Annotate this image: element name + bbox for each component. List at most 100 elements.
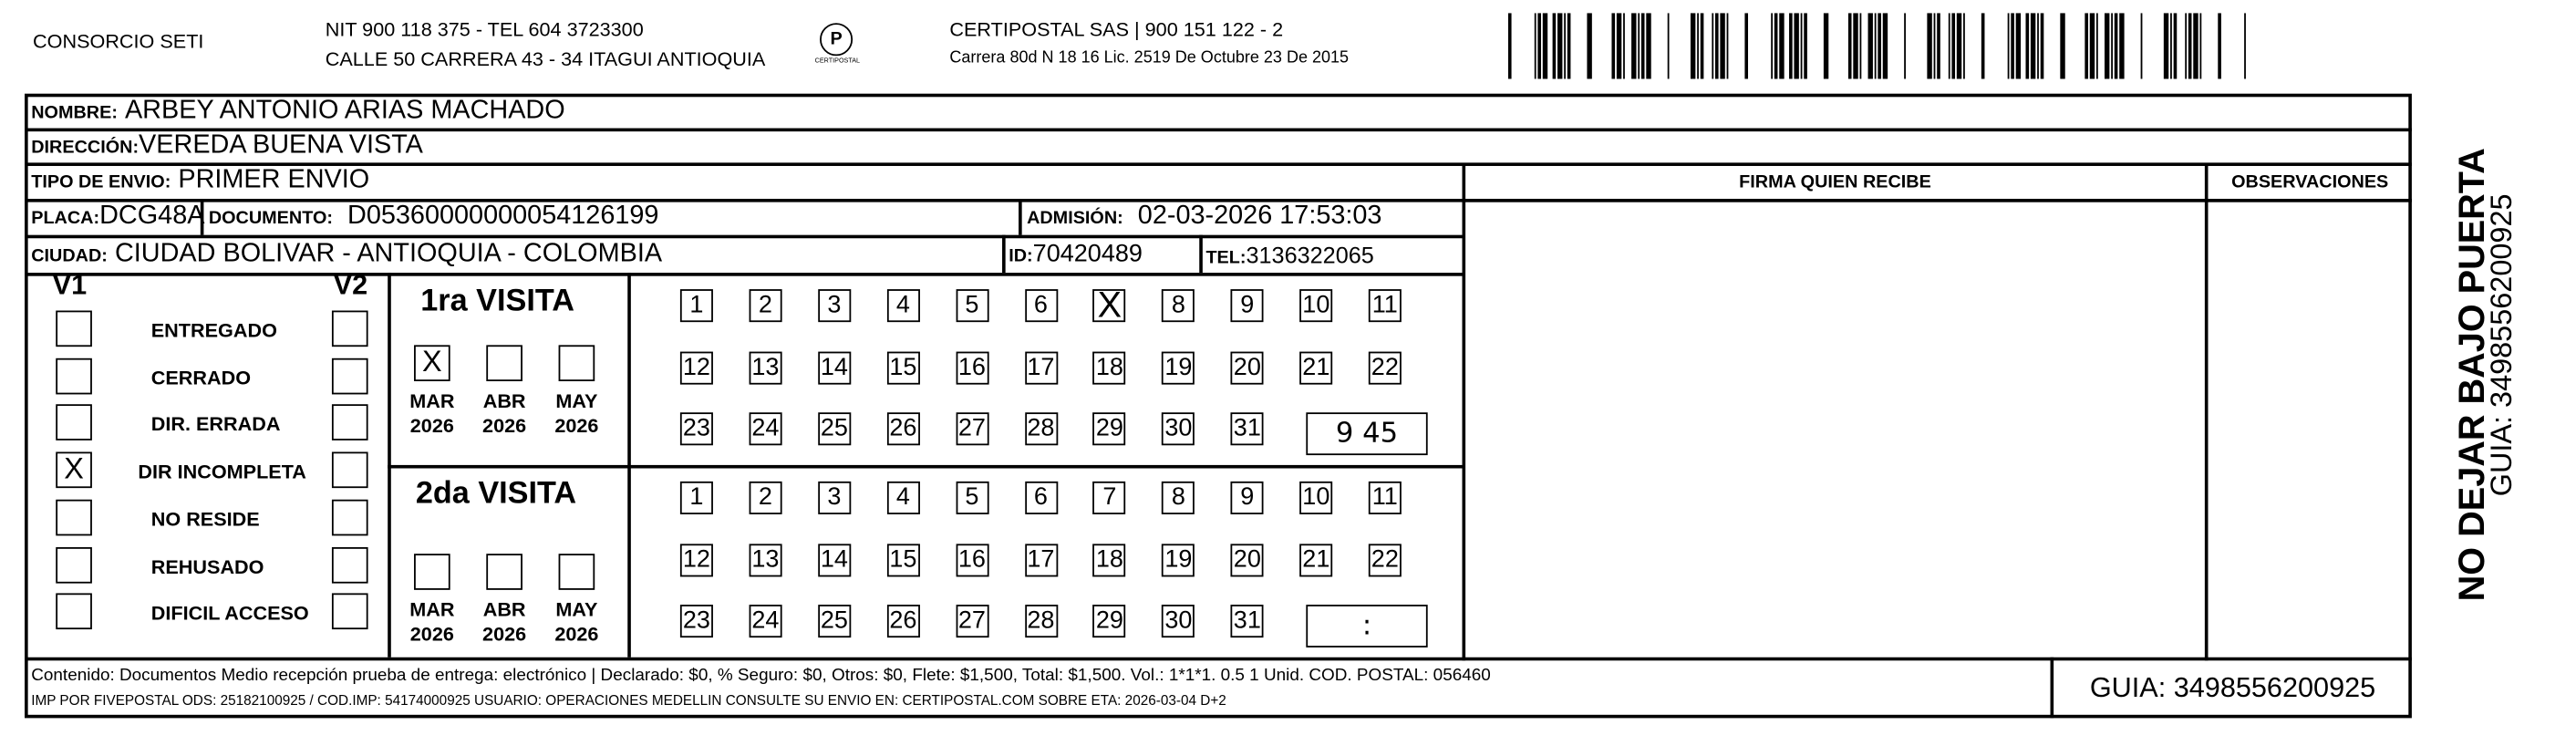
address-line: CALLE 50 CARRERA 43 - 34 ITAGUI ANTIOQUI…	[325, 47, 766, 71]
visit-title: 1ra VISITA	[420, 284, 574, 319]
ciudad-label: CIUDAD:	[31, 246, 108, 266]
day-box[interactable]: 17	[1024, 543, 1058, 576]
time-box[interactable]: :	[1306, 605, 1428, 648]
day-box[interactable]: 2	[749, 481, 782, 514]
day-box[interactable]: 19	[1162, 350, 1195, 384]
day-box[interactable]: 12	[679, 543, 713, 576]
day-box[interactable]: 3	[817, 481, 851, 514]
day-box[interactable]: 14	[817, 350, 851, 384]
day-box[interactable]: 30	[1162, 605, 1195, 638]
day-box[interactable]: 10	[1299, 289, 1333, 323]
tel-value: 3136322065	[1246, 241, 1374, 268]
day-box[interactable]: 13	[749, 350, 782, 384]
day-box[interactable]: 20	[1230, 543, 1264, 576]
day-box[interactable]: 30	[1162, 412, 1195, 446]
day-box[interactable]: 29	[1092, 605, 1126, 638]
year-label: 2026	[482, 414, 527, 438]
month-checkbox[interactable]	[558, 554, 595, 590]
visit-title: 2da VISITA	[415, 476, 577, 512]
day-box[interactable]: 4	[886, 481, 920, 514]
day-box[interactable]: 21	[1299, 350, 1333, 384]
day-box[interactable]: 1	[679, 481, 713, 514]
day-box[interactable]: 15	[886, 543, 920, 576]
v2-checkbox[interactable]	[331, 499, 368, 536]
day-box[interactable]: 26	[886, 412, 920, 446]
day-box[interactable]: 12	[679, 350, 713, 384]
day-box[interactable]: 13	[749, 543, 782, 576]
day-box[interactable]: 8	[1162, 289, 1195, 323]
day-box[interactable]: 7	[1092, 481, 1126, 514]
day-box[interactable]: 28	[1024, 605, 1058, 638]
day-box[interactable]: 6	[1024, 289, 1058, 323]
day-box[interactable]: 8	[1162, 481, 1195, 514]
day-box[interactable]: 3	[817, 289, 851, 323]
day-box[interactable]: 11	[1368, 481, 1402, 514]
day-box[interactable]: 11	[1368, 289, 1402, 323]
v1-checkbox[interactable]	[56, 593, 92, 630]
day-box[interactable]: 20	[1230, 350, 1264, 384]
status-label: DIR INCOMPLETA	[138, 460, 306, 483]
day-box[interactable]: 25	[817, 605, 851, 638]
time-box[interactable]: 9 45	[1306, 412, 1428, 456]
year-label: 2026	[554, 622, 599, 647]
day-box[interactable]: 4	[886, 289, 920, 323]
day-box[interactable]: 18	[1092, 350, 1126, 384]
day-box[interactable]: 27	[955, 412, 988, 446]
month-checkbox[interactable]	[414, 554, 450, 590]
day-box[interactable]: 1	[679, 289, 713, 323]
v1-checkbox[interactable]	[56, 546, 92, 583]
day-box[interactable]: 10	[1299, 481, 1333, 514]
day-box[interactable]: 5	[955, 289, 988, 323]
day-box[interactable]: 16	[955, 350, 988, 384]
v1-checkbox[interactable]	[56, 310, 92, 347]
v2-checkbox[interactable]	[331, 593, 368, 630]
day-box[interactable]: 31	[1230, 605, 1264, 638]
day-box[interactable]: 19	[1162, 543, 1195, 576]
day-box[interactable]: 15	[886, 350, 920, 384]
v1-checkbox[interactable]	[56, 357, 92, 394]
day-box[interactable]: 22	[1368, 543, 1402, 576]
month-checkbox[interactable]	[486, 554, 522, 590]
v1-checkbox[interactable]: X	[56, 451, 92, 489]
day-box[interactable]: 9	[1230, 289, 1264, 323]
v2-checkbox[interactable]	[331, 451, 368, 489]
v2-checkbox[interactable]	[331, 404, 368, 441]
tipo-label: TIPO DE ENVIO:	[31, 172, 171, 192]
month-checkbox[interactable]	[558, 345, 595, 382]
v1-checkbox[interactable]	[56, 499, 92, 536]
day-box[interactable]: 27	[955, 605, 988, 638]
day-box[interactable]: 18	[1092, 543, 1126, 576]
month-checkbox[interactable]: X	[414, 345, 450, 382]
day-box[interactable]: 6	[1024, 481, 1058, 514]
observaciones-header: OBSERVACIONES	[2231, 172, 2389, 192]
status-label: CERRADO	[150, 366, 252, 389]
v2-checkbox[interactable]	[331, 546, 368, 583]
day-box[interactable]: 23	[679, 412, 713, 446]
day-box[interactable]: X	[1092, 286, 1126, 323]
day-box[interactable]: 23	[679, 605, 713, 638]
day-box[interactable]: 22	[1368, 350, 1402, 384]
v1-checkbox[interactable]	[56, 404, 92, 441]
day-box[interactable]: 29	[1092, 412, 1126, 446]
v2-checkbox[interactable]	[331, 310, 368, 347]
v2-checkbox[interactable]	[331, 357, 368, 394]
day-box[interactable]: 21	[1299, 543, 1333, 576]
day-box[interactable]: 17	[1024, 350, 1058, 384]
documento-value: D05360000000054126199	[347, 202, 659, 231]
day-box[interactable]: 24	[749, 412, 782, 446]
day-box[interactable]: 2	[749, 289, 782, 323]
day-box[interactable]: 16	[955, 543, 988, 576]
day-box[interactable]: 28	[1024, 412, 1058, 446]
day-box[interactable]: 26	[886, 605, 920, 638]
ciudad-field: CIUDAD: CIUDAD BOLIVAR - ANTIOQUIA - COL…	[31, 240, 662, 269]
day-box[interactable]: 25	[817, 412, 851, 446]
documento-label: DOCUMENTO:	[208, 208, 333, 229]
day-box[interactable]: 14	[817, 543, 851, 576]
year-label: 2026	[554, 414, 599, 438]
day-box[interactable]: 5	[955, 481, 988, 514]
admision-label: ADMISIÓN:	[1027, 208, 1123, 229]
day-box[interactable]: 9	[1230, 481, 1264, 514]
day-box[interactable]: 24	[749, 605, 782, 638]
day-box[interactable]: 31	[1230, 412, 1264, 446]
month-checkbox[interactable]	[486, 345, 522, 382]
